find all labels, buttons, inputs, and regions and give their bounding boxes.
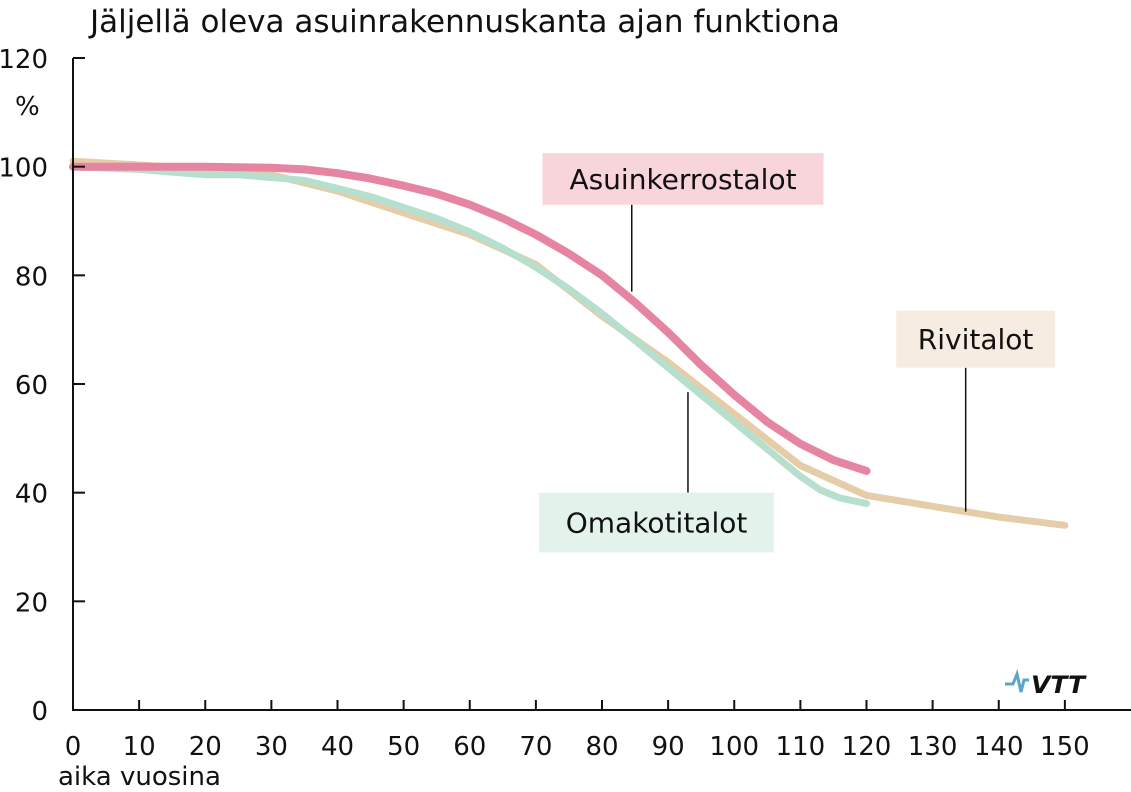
series-label-box: [896, 310, 1055, 368]
x-tick-label: 100: [709, 732, 759, 762]
series-line-asuinkerrostalot: [69, 162, 871, 475]
y-tick-label: 40: [15, 480, 48, 510]
y-tick-label: 60: [15, 371, 48, 401]
series-label-rivitalot: Rivitalot: [918, 323, 1034, 356]
x-tick-label: 110: [776, 732, 826, 762]
vtt-logo: VTT: [1005, 668, 1087, 699]
vtt-logo-text: VTT: [1031, 671, 1087, 699]
x-axis-ticks: 0 10 20 30 40 50 60 70 80 90 100 110 120 130 140 150: [65, 700, 1090, 762]
chart-title: Jäljellä oleva asuinrakennuskanta ajan f…: [88, 4, 840, 40]
series-labels: Rivitalot Omakotitalot Asuinkerrostalot: [539, 153, 1055, 553]
series-curves: [69, 157, 1069, 529]
series-label-omakotitalot: Omakotitalot: [566, 507, 748, 540]
x-tick-label: 10: [123, 732, 156, 762]
x-tick-label: 0: [65, 732, 82, 762]
x-tick-label: 140: [974, 732, 1024, 762]
vtt-logo-wave-icon: [1005, 668, 1029, 693]
series-label-box: [539, 492, 774, 553]
x-tick-label: 130: [908, 732, 958, 762]
y-tick-label: 120: [0, 45, 48, 75]
y-tick-label: 0: [31, 697, 48, 727]
x-tick-label: 150: [1040, 732, 1090, 762]
x-tick-label: 50: [387, 732, 420, 762]
x-tick-label: 40: [321, 732, 354, 762]
x-tick-label: 60: [453, 732, 486, 762]
x-tick-label: 80: [585, 732, 618, 762]
x-tick-label: 20: [189, 732, 222, 762]
y-axis-ticks: 0 20 40 60 80 100 120: [0, 45, 85, 727]
y-axis-unit: %: [15, 92, 40, 122]
x-tick-label: 120: [842, 732, 892, 762]
series-line-omakotitalot: [69, 163, 870, 507]
x-axis-label: aika vuosina: [58, 762, 221, 792]
y-tick-label: 100: [0, 154, 48, 184]
series-label-box: [542, 153, 824, 205]
y-tick-label: 80: [15, 262, 48, 292]
x-tick-label: 90: [652, 732, 685, 762]
series-label-asuinkerrostalot: Asuinkerrostalot: [569, 163, 796, 196]
y-tick-label: 20: [15, 588, 48, 618]
series-leader-lines: [631, 204, 967, 512]
x-tick-label: 30: [255, 732, 288, 762]
x-tick-label: 70: [519, 732, 552, 762]
